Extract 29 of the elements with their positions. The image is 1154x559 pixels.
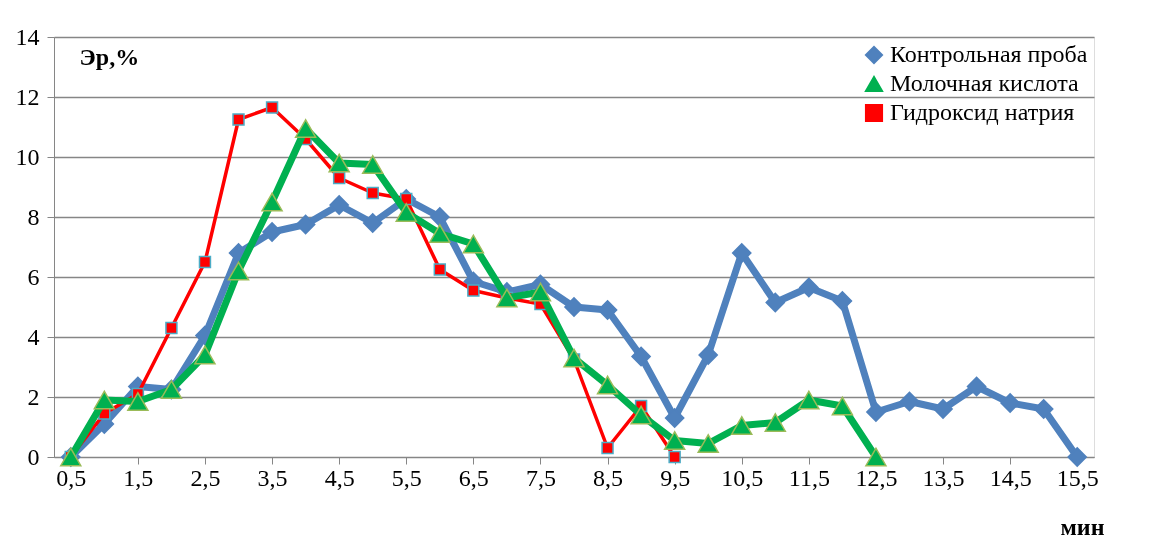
y-tick-label: 2 [27, 383, 40, 410]
y-tick-label: 4 [27, 323, 40, 350]
x-tick-label: 10,5 [721, 464, 764, 491]
x-tick-label: 2,5 [190, 464, 221, 491]
legend-label: Контрольная проба [890, 41, 1088, 67]
x-tick-label: 8,5 [593, 464, 624, 491]
x-tick-label: 15,5 [1056, 464, 1099, 491]
y-tick-label: 8 [27, 203, 40, 230]
y-tick-label: 6 [27, 263, 40, 290]
x-tick-label: 9,5 [660, 464, 691, 491]
y-tick-label: 12 [15, 83, 40, 110]
x-tick-label: 13,5 [922, 464, 965, 491]
legend-label: Молочная кислота [890, 70, 1079, 96]
x-tick-label: 3,5 [257, 464, 288, 491]
x-tick-label: 14,5 [989, 464, 1032, 491]
legend-label: Гидроксид натрия [890, 99, 1075, 125]
y-tick-label: 10 [15, 143, 40, 170]
x-tick-label: 4,5 [324, 464, 355, 491]
x-tick-label: 6,5 [458, 464, 489, 491]
y-tick-label: 0 [27, 443, 40, 470]
x-tick-label: 12,5 [855, 464, 898, 491]
x-tick-label: 7,5 [525, 464, 556, 491]
y-axis-title: Эр,% [79, 43, 140, 70]
x-axis-title: мин [1060, 513, 1105, 540]
x-tick-label: 1,5 [123, 464, 154, 491]
x-tick-label: 0,5 [56, 464, 87, 491]
x-tick-label: 5,5 [391, 464, 422, 491]
y-tick-label: 14 [15, 23, 40, 50]
x-tick-label: 11,5 [788, 464, 830, 491]
